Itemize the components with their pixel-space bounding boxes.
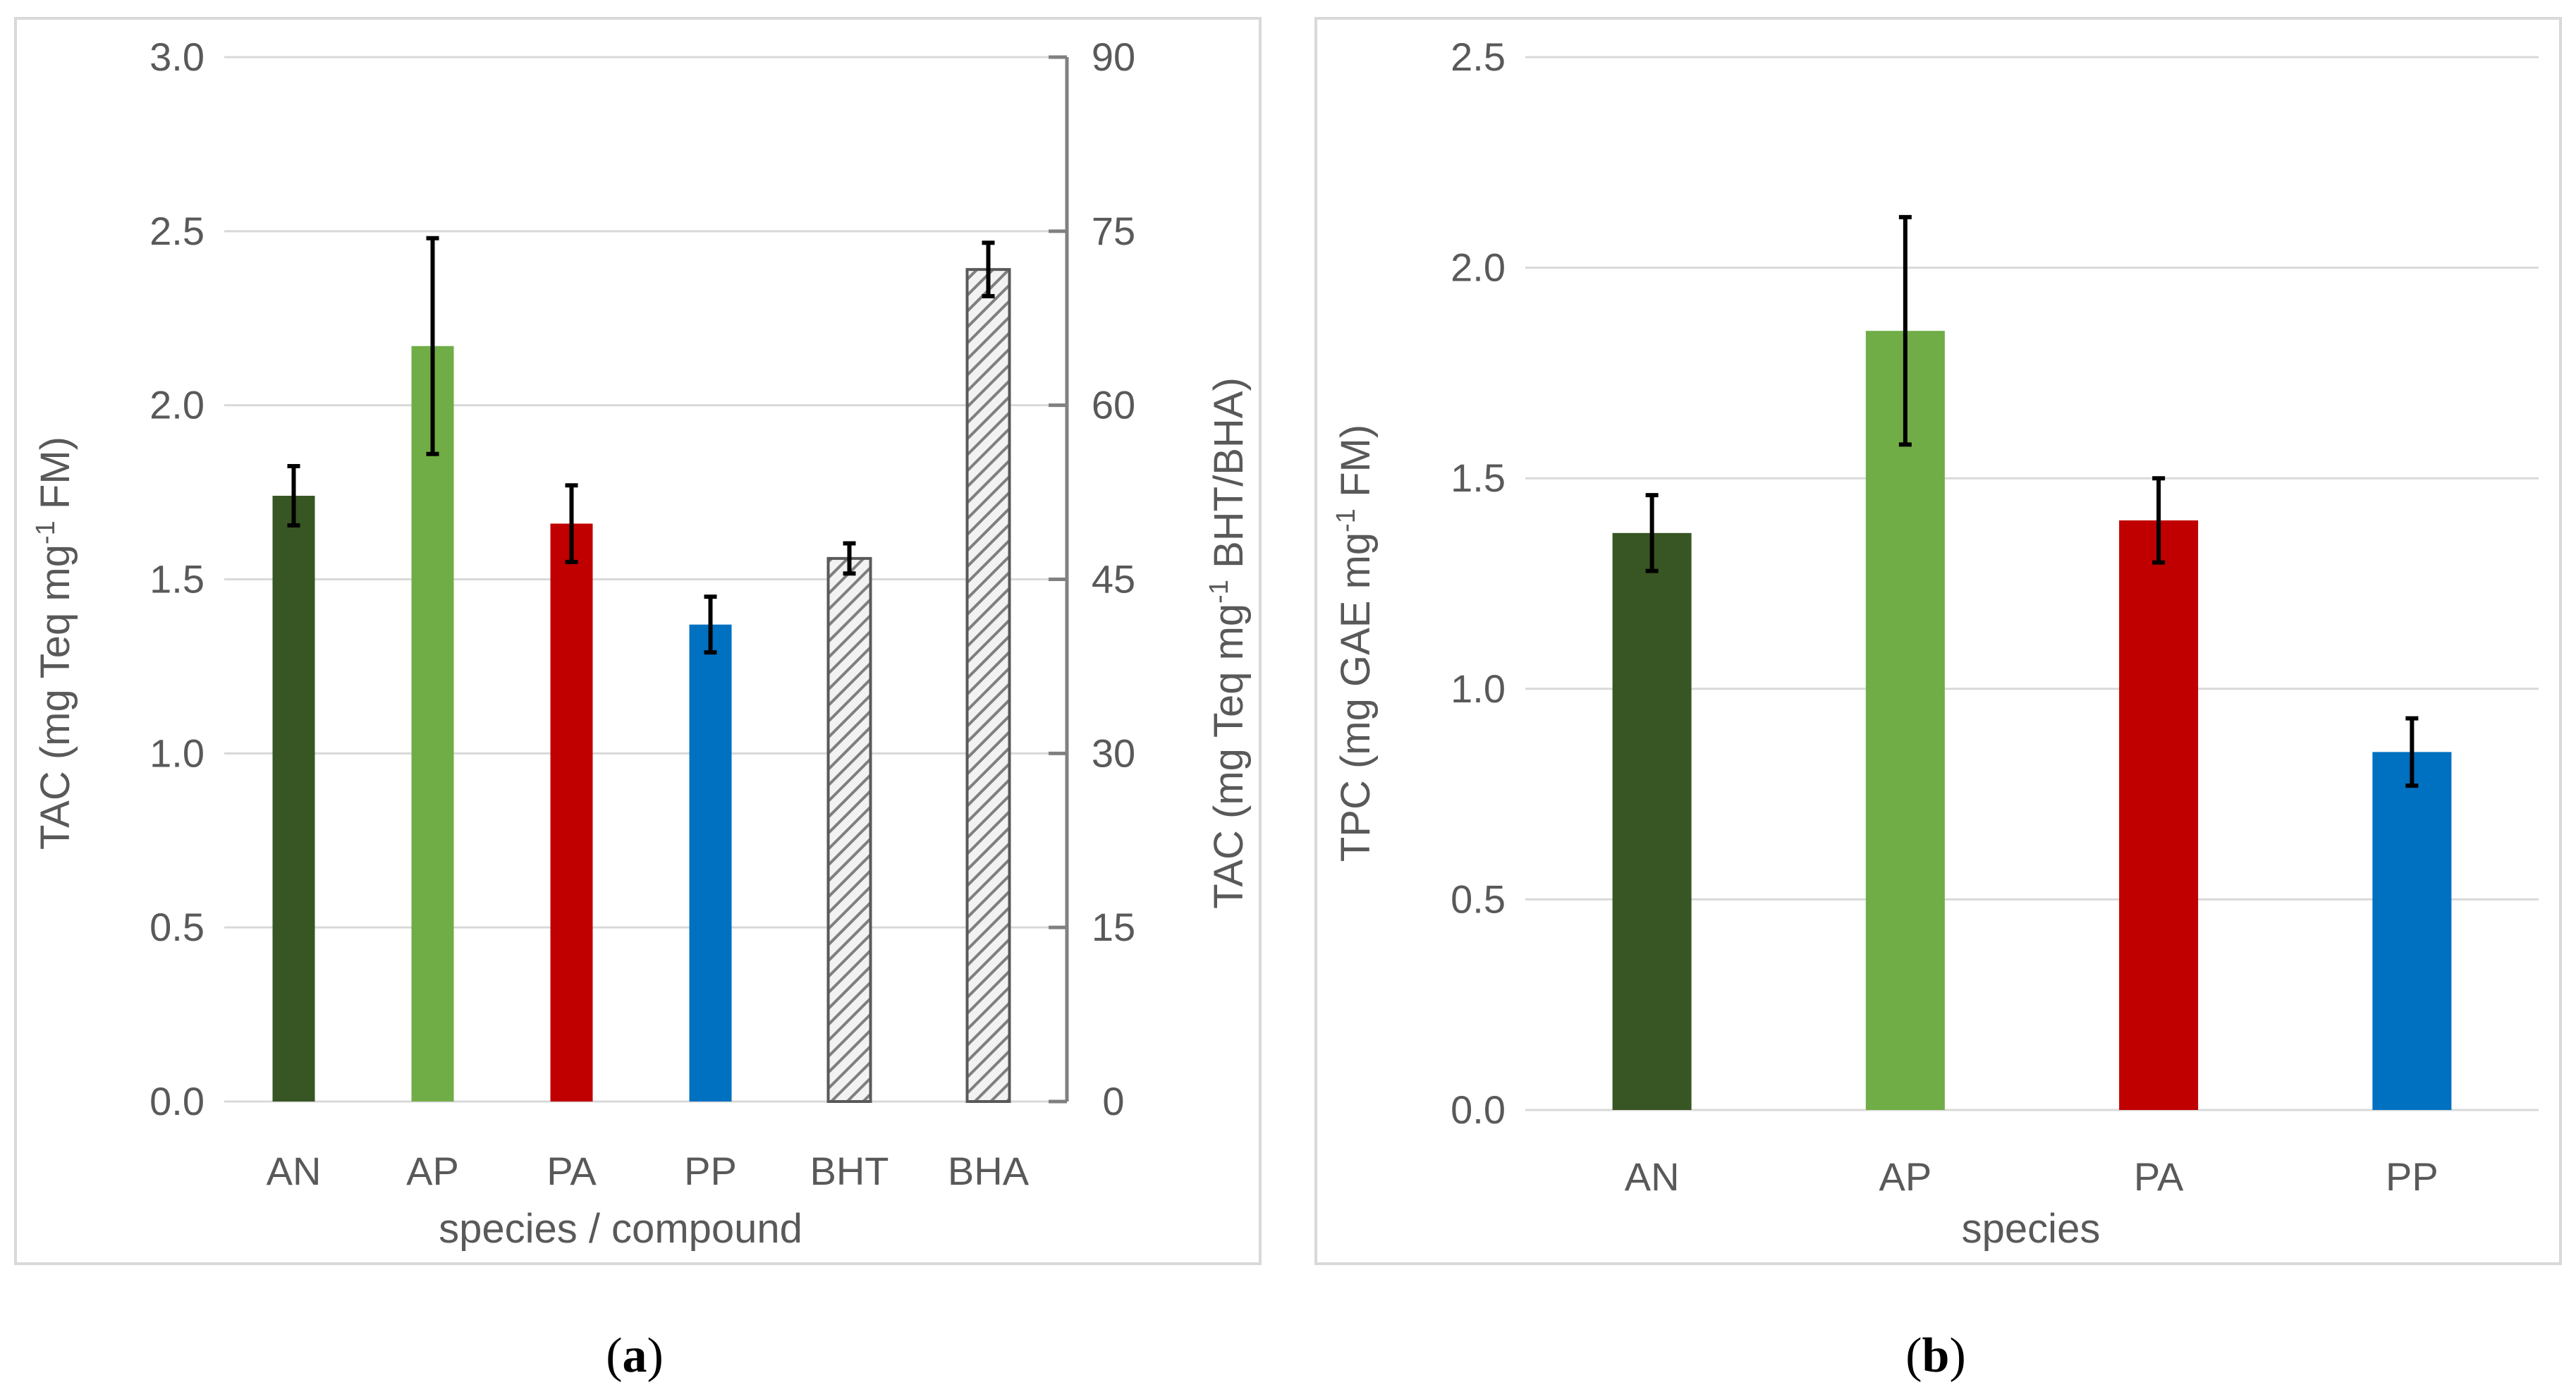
chart-a-y2-axis-title: TAC (mg Teq mg-1 BHT/BHA): [1204, 377, 1252, 909]
chart-a-bar-pa: [550, 523, 593, 1102]
chart-a-y-tick-label: 1.5: [149, 557, 205, 602]
chart-b-y-tick-label: 0.0: [1451, 1087, 1506, 1132]
chart-b-x-tick-label: PP: [2386, 1154, 2438, 1199]
chart-b-error-bars: [1645, 214, 2419, 788]
chart-a-x-tick-label: PA: [547, 1149, 597, 1193]
chart-a-y2-tick-label: 15: [1092, 905, 1135, 949]
chart-panel-b: 0.0 0.5 1.0 1.5 2.0 2.5 AN AP PA PP species TPC …: [1314, 17, 2562, 1383]
chart-a-y2-tick-label: 30: [1092, 731, 1135, 775]
chart-b-x-tick-label: PA: [2134, 1154, 2184, 1199]
chart-a-bar-bht: [826, 556, 872, 1103]
chart-a-y-tick-label: 2.5: [149, 209, 205, 253]
chart-a-x-tick-label: AP: [406, 1149, 459, 1193]
chart-a-x-tick-labels: AN AP PA PP BHT BHA: [267, 1149, 1030, 1193]
chart-a-x-tick-label: PP: [684, 1149, 737, 1193]
panel-label-b: (b): [1905, 1329, 1966, 1383]
chart-b-y-tick-label: 2.0: [1451, 245, 1506, 290]
chart-a-y-tick-label: 2.0: [149, 383, 205, 427]
chart-b-y-tick-labels: 0.0 0.5 1.0 1.5 2.0 2.5: [1451, 35, 1506, 1132]
chart-a-x-tick-label: AN: [267, 1149, 322, 1193]
chart-a-y-tick-label: 0.5: [149, 905, 205, 949]
chart-a-y2-tick-label: 75: [1092, 209, 1135, 253]
chart-b-x-tick-label: AN: [1625, 1154, 1680, 1199]
chart-panel-a: 0.0 0.5 1.0 1.5 2.0 2.5 3.0 0 15 30 45 60 75 90 AN AP…: [14, 17, 1262, 1383]
chart-b-bar-ap: [1865, 331, 1945, 1111]
chart-a-y2-tick-label: 45: [1092, 557, 1135, 602]
chart-a-x-axis-title: species / compound: [439, 1206, 802, 1252]
chart-b-bar-pp: [2372, 752, 2452, 1110]
chart-a-x-tick-label: BHT: [810, 1149, 889, 1193]
chart-b-y-tick-label: 0.5: [1451, 877, 1506, 921]
chart-a-y2-tick-label: 0: [1102, 1079, 1124, 1123]
chart-b-y-tick-label: 1.0: [1451, 666, 1506, 711]
chart-b-x-tick-labels: AN AP PA PP: [1625, 1154, 2438, 1199]
chart-a-bar-pp: [689, 624, 732, 1102]
chart-a-y2-tick-label: 60: [1092, 383, 1135, 427]
chart-b-bars: [1612, 331, 2452, 1111]
chart-a-x-tick-label: BHA: [948, 1149, 1030, 1193]
chart-a-gridlines: [224, 56, 1058, 1103]
chart-b-y-tick-label: 2.5: [1451, 35, 1506, 79]
chart-a-bar-ap: [411, 346, 454, 1102]
chart-b-x-tick-label: AP: [1879, 1154, 1932, 1199]
chart-a-bars: [272, 268, 1011, 1103]
chart-a-bar-bha: [965, 268, 1011, 1103]
chart-b-gridlines: [1525, 56, 2539, 1111]
chart-a-y-tick-label: 3.0: [149, 35, 205, 79]
chart-b-bar-an: [1612, 532, 1692, 1110]
chart-a-y-axis-title: TAC (mg Teq mg-1 FM): [31, 437, 78, 850]
panel-label-a: (a): [606, 1329, 664, 1383]
chart-a-secondary-axis: 0 15 30 45 60 75 90: [1049, 35, 1135, 1123]
chart-a-y2-tick-label: 90: [1092, 35, 1135, 79]
chart-a-frame: [14, 17, 1262, 1265]
chart-b-frame: [1314, 17, 2562, 1265]
chart-a-error-bars: [287, 236, 995, 655]
chart-b-x-axis-title: species: [1962, 1206, 2101, 1252]
chart-a-y-tick-label: 1.0: [149, 731, 205, 775]
chart-a-bar-an: [272, 496, 315, 1102]
chart-a-y-tick-labels: 0.0 0.5 1.0 1.5 2.0 2.5 3.0: [149, 35, 205, 1123]
chart-b-y-axis-title: TPC (mg GAE mg-1 FM): [1331, 425, 1379, 862]
chart-b-y-tick-label: 1.5: [1451, 456, 1506, 500]
chart-b-bar-pa: [2119, 520, 2199, 1110]
chart-a-y-tick-label: 0.0: [149, 1079, 205, 1123]
